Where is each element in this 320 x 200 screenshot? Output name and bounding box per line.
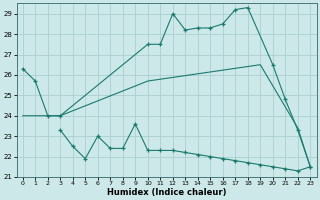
X-axis label: Humidex (Indice chaleur): Humidex (Indice chaleur)	[107, 188, 226, 197]
